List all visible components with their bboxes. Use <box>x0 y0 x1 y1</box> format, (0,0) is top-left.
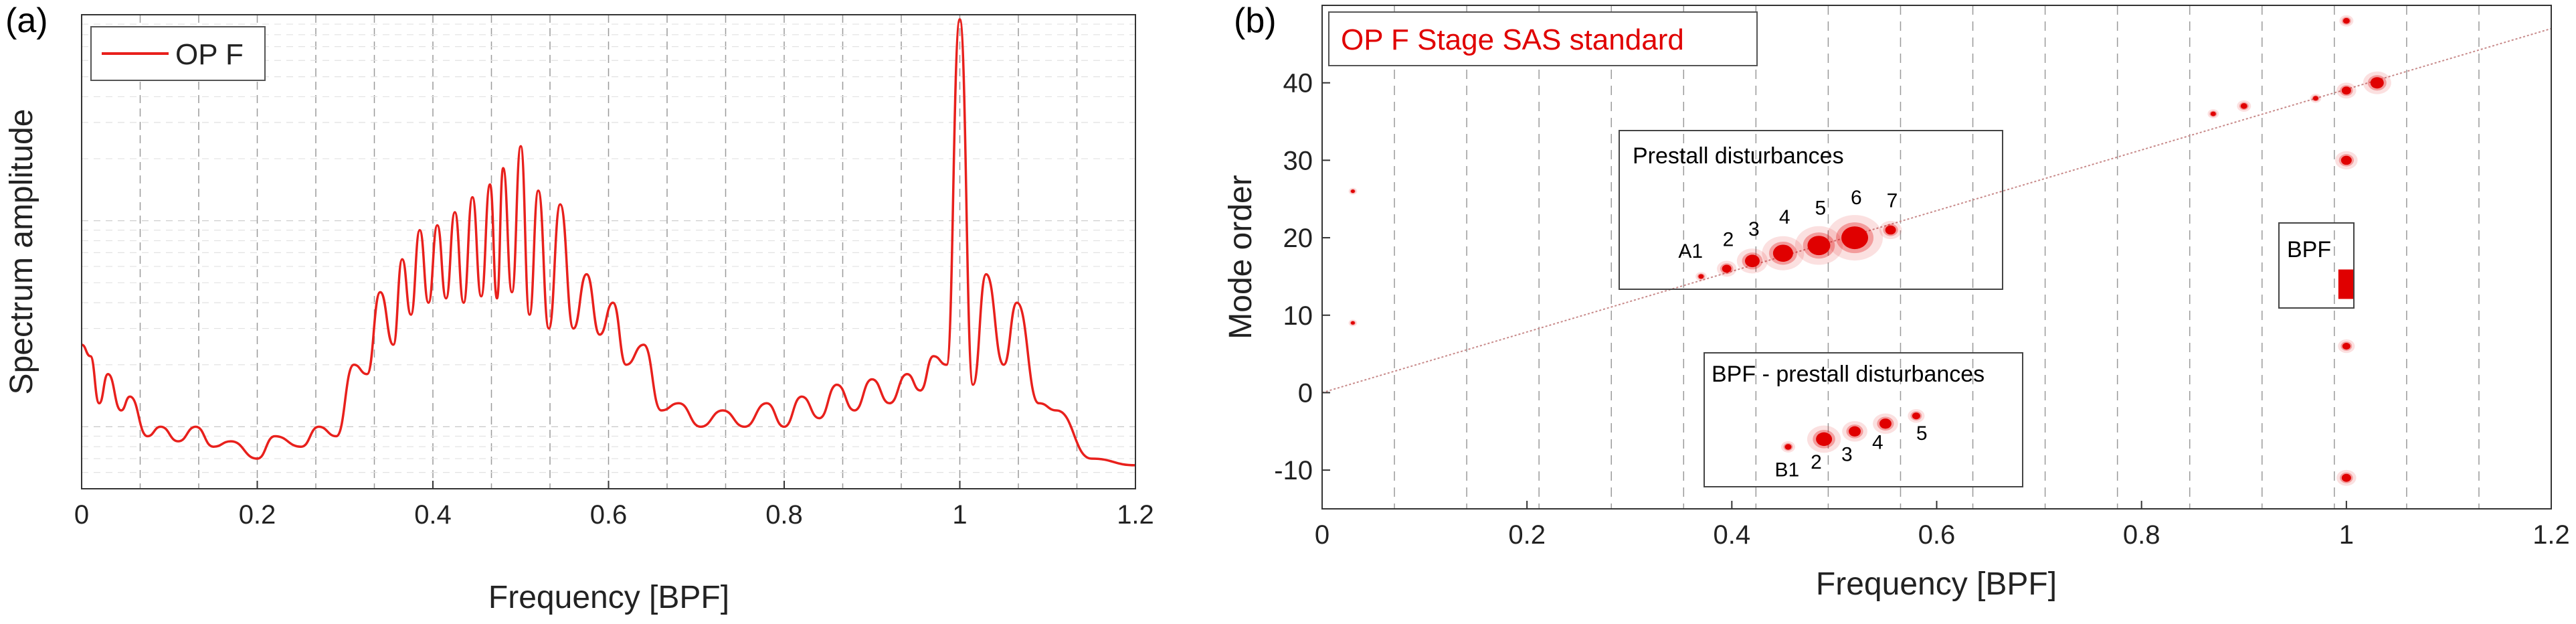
legend-entry-op-f-stage: OP F Stage SAS standard <box>1341 23 1684 56</box>
annotation-prestall-labels: A1 2 34 5 6 7 <box>1678 187 1898 262</box>
tick-label-b-y: 10 <box>1283 301 1313 331</box>
tick-label-b-x: 0.2 <box>1508 520 1546 550</box>
plot-a-legend: OP F <box>90 26 266 81</box>
tick-label-b-x: 0.8 <box>2123 520 2160 550</box>
annotation-prestall-title: Prestall disturbances <box>1633 143 1844 169</box>
mode-point-bpf-minus-prestall <box>1912 412 1920 420</box>
mode-point-other <box>1350 321 1355 325</box>
bpf-prestall-point-label: 5 <box>1916 422 1928 445</box>
prestall-point-label: 5 <box>1815 198 1826 220</box>
bpf-prestall-point-label: 4 <box>1872 432 1883 454</box>
annotation-prestall-box <box>1619 130 2003 290</box>
plot-a-ylabel: Spectrum amplitude <box>4 109 39 395</box>
plot-b-legend: OP F Stage SAS standard <box>1328 11 1758 66</box>
annotation-bpf-title: BPF <box>2287 237 2331 262</box>
annotation-bpf: BPF <box>2278 222 2355 309</box>
annotation-prestall: Prestall disturbances A1 2 34 5 6 7 <box>1619 130 2003 290</box>
mode-point-prestall <box>1885 225 1896 235</box>
tick-label-b-x: 0.4 <box>1714 520 1751 550</box>
mode-point-prestall <box>1744 254 1760 268</box>
prestall-point-label: 6 <box>1851 187 1862 209</box>
tick-label-a-x: 0.4 <box>414 500 452 530</box>
tick-label-b-x: 0 <box>1315 520 1329 550</box>
tick-label-b-y: 30 <box>1283 146 1313 175</box>
plot-b-xlabel: Frequency [BPF] <box>1816 566 2057 602</box>
tick-label-a-x: 0.2 <box>239 500 276 530</box>
mode-point-bpf-minus-prestall <box>1849 426 1861 437</box>
plot-b-grid <box>1394 5 2480 509</box>
plot-a-xlabel: Frequency [BPF] <box>488 580 729 615</box>
tick-label-a-x: 1 <box>952 500 967 530</box>
tick-label-a-x: 1.2 <box>1117 500 1154 530</box>
mode-point-bpf-minus-prestall <box>1816 432 1833 447</box>
annotation-bpf-box <box>2278 222 2355 309</box>
panel-a-label: (a) <box>5 1 48 40</box>
mode-point-bpf <box>2338 269 2355 299</box>
mode-point-prestall <box>1698 274 1704 279</box>
prestall-point-label: 3 <box>1748 218 1760 240</box>
mode-point-bpf-minus-prestall <box>1879 418 1892 429</box>
tick-label-b-y: 20 <box>1283 224 1313 253</box>
annotation-bpf-minus-prestall: BPF - prestall disturbances B1 2 34 5 <box>1704 352 2023 487</box>
mode-point-prestall <box>1772 244 1793 262</box>
tick-label-b-y: -10 <box>1274 456 1313 485</box>
mode-point-other <box>2210 111 2216 116</box>
mode-point-other <box>2240 103 2247 109</box>
mode-point-other <box>2342 17 2350 24</box>
plot-a-x-ticks: 0 0.2 0.4 0.6 0.8 1 1.2 <box>74 481 1154 530</box>
plot-b-legend-box <box>1328 11 1758 66</box>
mode-point-other <box>2341 473 2351 482</box>
panel-a: (a) 0 0.2 0.4 0.6 0.8 1 1.2 Frequency [BPF] Sp… <box>4 1 1154 615</box>
panel-b-label: (b) <box>1234 1 1277 40</box>
mode-point-other <box>2370 77 2384 89</box>
mode-point-bpf-minus-prestall <box>1784 444 1792 450</box>
panel-b: (b) 0 0.2 0.4 0.6 0.8 1 1.2 -10 0 10 20 30 40 Frequ… <box>1223 1 2570 602</box>
plot-b-x-ticks: 0 0.2 0.4 0.6 0.8 1 1.2 <box>1315 501 2570 550</box>
tick-label-b-y: 40 <box>1283 69 1313 98</box>
bpf-prestall-point-label: B1 <box>1775 459 1800 481</box>
mode-point-other <box>2341 86 2351 95</box>
mode-point-other <box>2312 96 2318 101</box>
tick-label-b-x: 0.6 <box>1918 520 1956 550</box>
prestall-point-label: 2 <box>1723 228 1734 250</box>
tick-label-b-x: 1.2 <box>2533 520 2570 550</box>
annotation-bpf-minus-prestall-labels: B1 2 34 5 <box>1775 422 1928 481</box>
tick-label-b-y: 0 <box>1298 378 1313 408</box>
prestall-point-label: 7 <box>1887 190 1898 212</box>
tick-label-a-x: 0.8 <box>765 500 803 530</box>
annotation-bpf-minus-prestall-title: BPF - prestall disturbances <box>1712 362 1985 387</box>
tick-label-a-x: 0.6 <box>590 500 628 530</box>
mode-point-other <box>2342 342 2351 350</box>
prestall-point-label: 4 <box>1779 206 1790 228</box>
mode-markers <box>1348 15 2391 486</box>
mode-point-other <box>2340 155 2352 165</box>
prestall-point-label: A1 <box>1678 240 1703 262</box>
series-line-op-f <box>81 18 1136 467</box>
mode-point-prestall <box>1722 264 1732 273</box>
bpf-prestall-point-label: 2 <box>1811 451 1822 473</box>
bpf-prestall-point-label: 3 <box>1841 443 1853 465</box>
legend-entry-op-f: OP F <box>175 38 244 71</box>
mode-point-prestall <box>1841 226 1869 250</box>
mode-point-other <box>1350 189 1355 193</box>
tick-label-a-x: 0 <box>74 500 89 530</box>
annotation-bpf-minus-prestall-box <box>1704 352 2023 487</box>
tick-label-b-x: 1 <box>2339 520 2354 550</box>
plot-b-y-ticks: -10 0 10 20 30 40 <box>1274 69 1330 485</box>
mode-point-prestall <box>1807 236 1831 256</box>
plot-b-ylabel: Mode order <box>1223 175 1259 339</box>
